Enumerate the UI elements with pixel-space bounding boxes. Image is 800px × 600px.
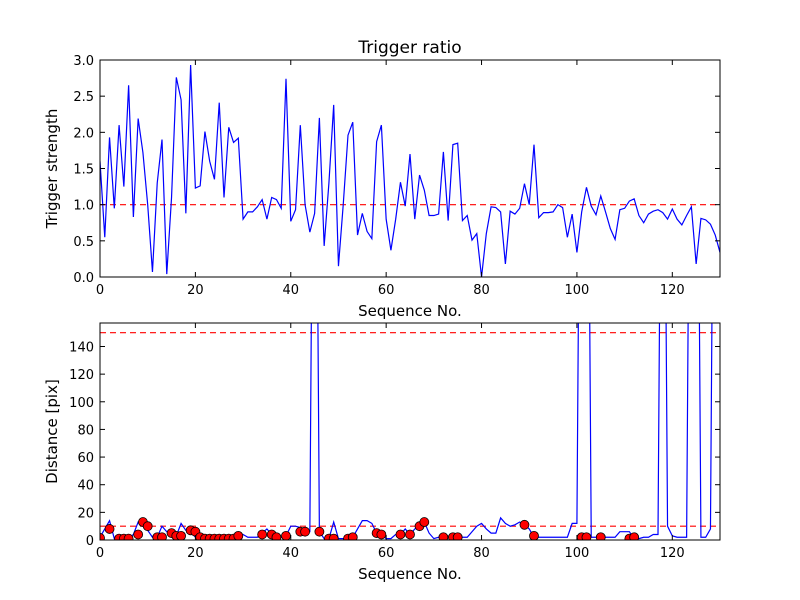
chart-title: Trigger ratio: [357, 38, 461, 58]
data-marker: [157, 532, 167, 540]
y-tick-label: 2.5: [73, 90, 94, 105]
y-axis-label: Distance [pix]: [43, 379, 61, 484]
x-tick-label: 20: [187, 283, 204, 298]
data-marker: [257, 529, 268, 540]
y-tick-label: 0.5: [73, 235, 94, 250]
y-tick-label: 80: [77, 423, 94, 438]
data-marker: [314, 526, 325, 537]
data-marker: [271, 532, 282, 540]
data-marker: [405, 529, 415, 540]
data-marker: [123, 533, 134, 540]
x-tick-label: 0: [96, 283, 104, 298]
data-marker: [395, 529, 406, 540]
x-tick-label: 60: [378, 546, 395, 561]
y-tick-label: 20: [77, 506, 94, 521]
x-tick-label: 120: [660, 283, 685, 298]
y-tick-label: 140: [69, 340, 94, 355]
data-marker: [347, 532, 358, 540]
data-marker: [376, 529, 387, 540]
data-marker: [529, 530, 539, 540]
x-axis-label: Sequence No.: [358, 565, 462, 583]
data-marker: [629, 532, 640, 540]
data-marker: [519, 519, 530, 530]
data-marker: [328, 533, 339, 540]
data-marker: [133, 529, 144, 540]
y-tick-label: 1.0: [73, 199, 94, 214]
x-tick-label: 60: [378, 283, 395, 298]
data-marker: [281, 530, 291, 540]
y-tick-label: 60: [77, 451, 94, 466]
data-marker: [104, 524, 115, 534]
data-marker: [142, 521, 153, 532]
distance-chart: 0 20 40 60 80 100 120 0 20 40 60 80 100 120 140 Sequenc…: [43, 322, 721, 583]
data-marker: [581, 532, 592, 540]
data-marker: [233, 530, 244, 540]
y-tick-label: 100: [69, 396, 94, 411]
x-tick-label: 40: [282, 546, 299, 561]
data-marker: [452, 532, 463, 540]
x-tick-label: 100: [565, 546, 590, 561]
x-tick-label: 80: [473, 546, 490, 561]
data-marker: [419, 517, 430, 527]
data-marker: [176, 530, 186, 540]
trigger-ratio-chart: 0 20 40 60 80 100 120 0.0 0.5 1.0 1.5 2.0 2.5 3.0 Sequ…: [43, 38, 721, 320]
x-tick-label: 0: [96, 546, 104, 561]
y-tick-label: 1.5: [73, 163, 94, 178]
x-tick-label: 20: [187, 546, 204, 561]
y-tick-label: 3.0: [73, 54, 94, 69]
x-tick-label: 120: [660, 546, 685, 561]
x-tick-label: 40: [282, 283, 299, 298]
y-axis-label: Trigger strength: [43, 109, 61, 230]
x-axis-label: Sequence No.: [358, 302, 462, 320]
data-marker: [438, 532, 449, 540]
y-tick-label: 0.0: [73, 271, 94, 286]
x-tick-label: 100: [565, 283, 590, 298]
series-line: [100, 65, 720, 277]
y-tick-label: 0: [86, 534, 94, 549]
y-tick-label: 2.0: [73, 126, 94, 141]
axes-frame: [99, 322, 721, 541]
data-marker: [595, 532, 606, 540]
x-tick-label: 80: [473, 283, 490, 298]
y-tick-label: 120: [69, 368, 94, 383]
y-tick-label: 40: [77, 479, 94, 494]
data-marker: [100, 533, 105, 540]
data-marker: [300, 526, 310, 537]
